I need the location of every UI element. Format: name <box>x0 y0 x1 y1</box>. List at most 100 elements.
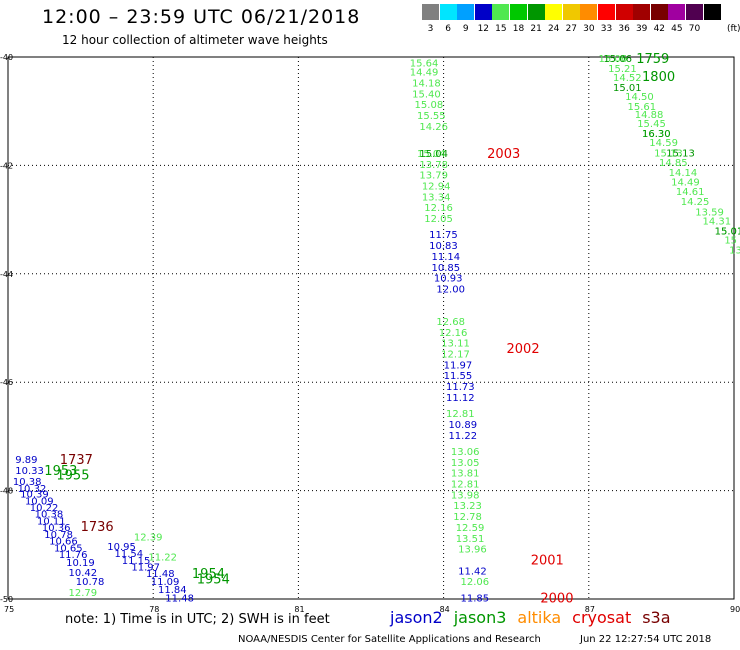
wave-height-label: 14.59 <box>649 138 678 149</box>
color-swatch-label: 21 <box>530 24 542 34</box>
wave-height-label: 15.13 <box>654 148 683 159</box>
wave-height-label: 13.79 <box>419 171 448 182</box>
wave-height-label: 11.12 <box>446 393 475 404</box>
pass-time-label: 2000 <box>540 591 573 606</box>
wave-height-label: 11.42 <box>458 566 487 577</box>
wave-height-label: 11.75 <box>429 230 458 241</box>
wave-height-label: 11.22 <box>148 553 177 564</box>
pass-time-label: 2001 <box>531 553 564 568</box>
wave-height-label: 12.06 <box>461 577 490 588</box>
wave-height-label: 15.13 <box>666 148 695 159</box>
wave-height-label: 11.09 <box>151 577 180 588</box>
wave-height-label: 16.30 <box>642 129 671 140</box>
wave-height-label: 13.34 <box>422 192 451 203</box>
color-swatch-label: 42 <box>653 24 666 34</box>
wave-height-label: 11.48 <box>165 593 194 604</box>
y-tick-label: -42 <box>0 161 13 170</box>
wave-height-label: 15.04 <box>417 149 446 160</box>
plot-grid <box>8 57 734 599</box>
wave-height-label: 14.49 <box>410 68 439 79</box>
wave-height-label: 12.59 <box>456 523 485 534</box>
x-tick-label: 87 <box>585 605 595 614</box>
legend-altika: altika <box>517 608 562 627</box>
wave-height-label: 13.98 <box>451 490 480 501</box>
pass-time-label: 1800 <box>642 70 675 85</box>
wave-height-label: 14.88 <box>635 110 664 121</box>
wave-height-label: 13.23 <box>453 501 482 512</box>
wave-height-label: 11.14 <box>432 252 461 263</box>
wave-height-label: 10.09 <box>25 496 54 507</box>
wave-height-label: 14.85 <box>659 158 688 169</box>
wave-height-label: 10.95 <box>107 542 136 553</box>
color-swatch <box>545 4 563 20</box>
wave-height-label: 15.61 <box>628 102 657 113</box>
wave-height-label: 11.97 <box>131 562 160 573</box>
wave-height-label: 10.39 <box>20 489 49 500</box>
color-swatch-label: 45 <box>671 24 683 34</box>
wave-height-label: 15.08 <box>415 100 444 111</box>
pass-time-label: 1737 <box>60 453 93 468</box>
color-swatch <box>527 4 545 20</box>
color-scale-unit: (ft) <box>727 24 740 34</box>
pass-time-label: 2002 <box>507 342 540 357</box>
wave-height-label: 12.81 <box>451 480 480 491</box>
pass-time-label: 1954 <box>197 572 230 587</box>
color-swatch-label: 24 <box>547 24 560 34</box>
y-tick-label: -44 <box>0 270 13 279</box>
wave-height-label: 10.78 <box>44 530 73 541</box>
color-swatch-label: 3 <box>427 24 434 34</box>
x-tick-label: 84 <box>440 605 450 614</box>
color-swatch <box>615 4 633 20</box>
wave-height-label: 10.42 <box>69 568 98 579</box>
wave-height-label: 15.06 <box>598 54 627 65</box>
wave-height-label: 10.66 <box>49 536 78 547</box>
color-swatch-label: 30 <box>583 24 595 34</box>
wave-height-label: 13.51 <box>456 534 485 545</box>
wave-height-label: 11.55 <box>444 371 473 382</box>
x-tick-label: 75 <box>4 605 14 614</box>
legend-s3a: s3a <box>642 608 671 627</box>
y-tick-label: -40 <box>0 53 13 62</box>
color-swatch <box>492 4 510 20</box>
wave-height-label: 13.78 <box>419 160 448 171</box>
footer-note: note: 1) Time is in UTC; 2) SWH is in fe… <box>65 612 330 627</box>
color-swatch-label: 15 <box>495 24 507 34</box>
wave-height-label: 11.48 <box>146 569 175 580</box>
wave-height-label: 15.45 <box>637 119 666 130</box>
wave-height-label: 13 <box>729 245 740 256</box>
wave-height-label: 10.33 <box>15 466 44 477</box>
wave-height-label: 14.52 <box>613 73 642 84</box>
wave-height-label: 14.18 <box>412 78 441 89</box>
wave-height-label: 12.16 <box>424 203 453 214</box>
wave-height-label: 16.30 <box>642 129 671 140</box>
wave-height-label: 11.84 <box>158 585 187 596</box>
wave-height-label: 15.64 <box>410 58 439 69</box>
color-swatch-label: 36 <box>618 24 630 34</box>
wave-height-label: 13.59 <box>695 207 724 218</box>
color-swatch <box>474 4 492 20</box>
color-swatch-label: 9 <box>462 24 469 34</box>
y-tick-label: -48 <box>0 487 13 496</box>
color-swatch-label: 6 <box>445 24 451 34</box>
color-swatch <box>668 4 686 20</box>
color-swatch <box>703 4 721 20</box>
color-swatch <box>510 4 527 20</box>
wave-height-label: 15.01 <box>715 226 740 237</box>
wave-height-label: 11.97 <box>444 360 473 371</box>
wave-height-label: 14.50 <box>625 92 654 103</box>
wave-height-label: 10.65 <box>54 544 83 555</box>
color-swatch-label: 27 <box>565 24 578 34</box>
wave-height-label: 15.01 <box>613 83 642 94</box>
wave-height-label: 12.81 <box>446 409 475 420</box>
x-tick-label: 78 <box>149 605 159 614</box>
wave-height-label: 12.78 <box>453 512 482 523</box>
wave-height-label: 10.83 <box>429 241 458 252</box>
wave-height-label: 15.04 <box>419 149 448 160</box>
wave-height-label: 12.16 <box>439 328 468 339</box>
color-swatch-label: 39 <box>635 24 648 34</box>
wave-height-label: 15.21 <box>608 64 637 75</box>
chart-subtitle: 12 hour collection of altimeter wave hei… <box>62 33 328 47</box>
wave-height-label: 10.32 <box>18 484 47 495</box>
wave-height-label: 10.93 <box>434 274 463 285</box>
